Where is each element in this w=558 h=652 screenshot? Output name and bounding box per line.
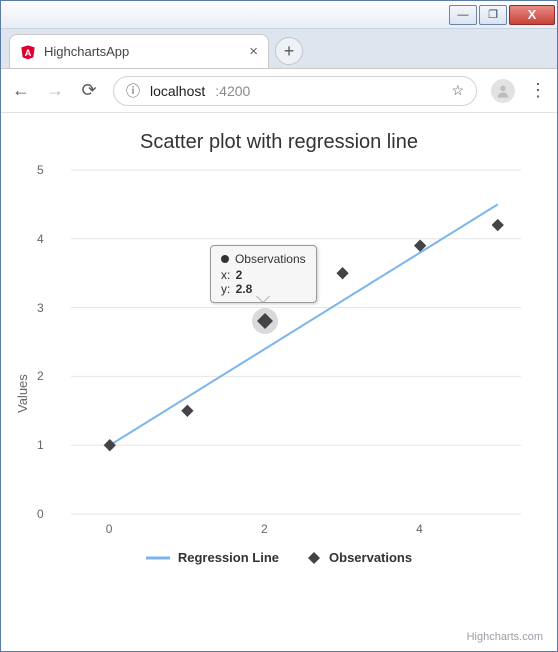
page-content: Scatter plot with regression line Values…	[1, 113, 557, 651]
browser-menu-button[interactable]: ⋮	[529, 80, 547, 101]
back-button[interactable]: ←	[11, 80, 31, 101]
address-bar[interactable]: ⓘ localhost :4200 ☆	[113, 76, 477, 106]
observation-point[interactable]	[336, 267, 348, 279]
reload-button[interactable]: ⟳	[79, 80, 99, 101]
window-maximize-button[interactable]: ❐	[479, 5, 507, 25]
observation-point[interactable]	[492, 219, 504, 231]
tab-title: HighchartsApp	[44, 44, 241, 59]
observation-point[interactable]	[104, 439, 116, 451]
y-tick-label: 1	[37, 438, 44, 452]
y-tick-label: 2	[37, 369, 44, 383]
site-info-icon[interactable]: ⓘ	[126, 81, 140, 101]
y-axis-label: Values	[15, 374, 30, 413]
window-titlebar: — ❐ X	[1, 1, 557, 29]
tooltip-y-label: y:	[221, 282, 230, 296]
window-close-button[interactable]: X	[509, 5, 555, 25]
url-host: localhost	[150, 83, 205, 99]
tab-strip: A HighchartsApp × +	[1, 29, 557, 69]
legend-item-regression[interactable]: Regression Line	[146, 550, 279, 565]
x-tick-label: 0	[106, 522, 113, 536]
observation-point[interactable]	[181, 405, 193, 417]
chart-title: Scatter plot with regression line	[1, 113, 557, 160]
toolbar: ← → ⟳ ⓘ localhost :4200 ☆ ⋮	[1, 69, 557, 113]
tooltip-x-label: x:	[221, 268, 230, 282]
x-tick-label: 4	[416, 522, 423, 536]
forward-button[interactable]: →	[45, 80, 65, 101]
tab-close-icon[interactable]: ×	[249, 43, 258, 60]
new-tab-button[interactable]: +	[275, 37, 303, 65]
tooltip-y-value: 2.8	[236, 282, 253, 296]
svg-text:A: A	[25, 48, 32, 58]
x-tick-label: 2	[261, 522, 268, 536]
url-port: :4200	[215, 83, 250, 99]
chart-legend: Regression Line Observations	[1, 540, 557, 565]
chart-plot-area[interactable]: 012345024Observationsx: 2y: 2.8	[61, 160, 531, 540]
y-tick-label: 5	[37, 163, 44, 177]
legend-regression-label: Regression Line	[178, 550, 279, 565]
regression-line	[110, 204, 498, 445]
tooltip-series-dot-icon	[221, 255, 229, 263]
y-tick-label: 4	[37, 232, 44, 246]
tooltip-x-value: 2	[236, 268, 243, 282]
browser-window: — ❐ X A HighchartsApp × + ← → ⟳ ⓘ localh…	[0, 0, 558, 652]
chart-tooltip: Observations x: 2 y: 2.8	[210, 245, 317, 303]
y-tick-label: 0	[37, 507, 44, 521]
legend-item-observations[interactable]: Observations	[307, 550, 412, 565]
y-tick-label: 3	[37, 301, 44, 315]
chart-credits[interactable]: Highcharts.com	[467, 631, 543, 643]
window-minimize-button[interactable]: —	[449, 5, 477, 25]
browser-tab[interactable]: A HighchartsApp ×	[9, 34, 269, 68]
angular-favicon-icon: A	[20, 44, 36, 60]
tooltip-series-name: Observations	[235, 252, 306, 266]
legend-observations-label: Observations	[329, 550, 412, 565]
profile-avatar-icon[interactable]	[491, 79, 515, 103]
bookmark-star-icon[interactable]: ☆	[451, 82, 464, 99]
